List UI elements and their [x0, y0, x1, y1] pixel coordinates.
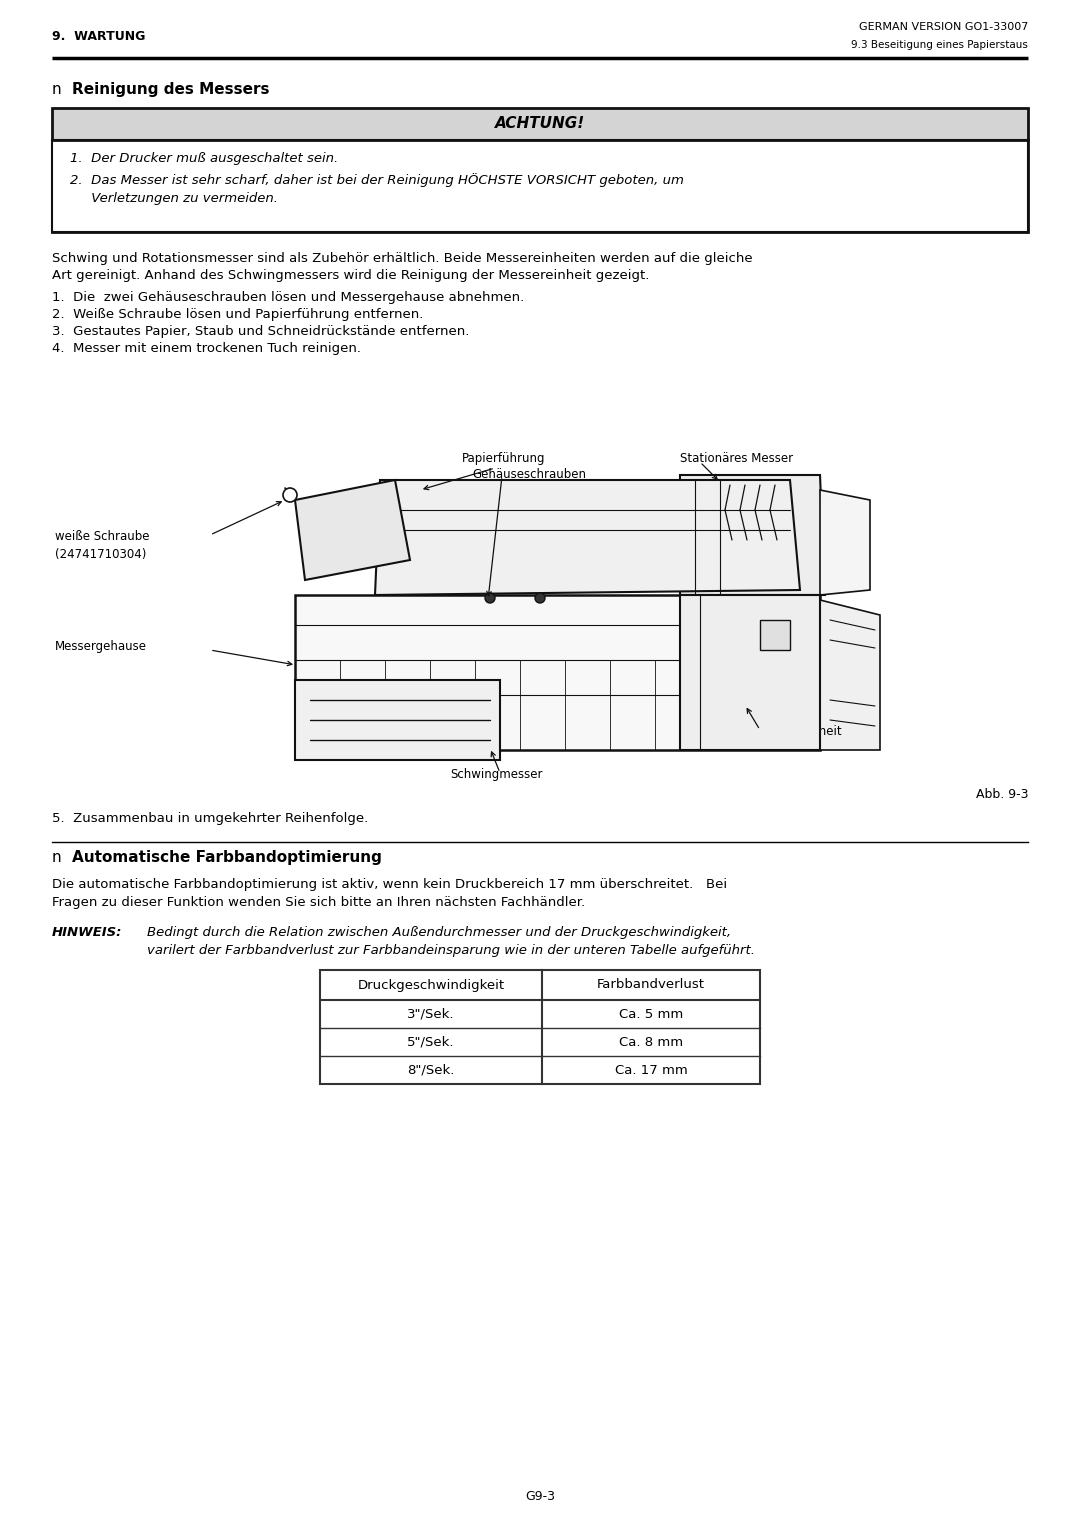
Bar [52, 108, 1028, 232]
Text: Verletzungen zu vermeiden.: Verletzungen zu vermeiden. [70, 192, 278, 204]
Text: 5.  Zusammenbau in umgekehrter Reihenfolge.: 5. Zusammenbau in umgekehrter Reihenfolg… [52, 811, 368, 825]
Text: 1.  Die  zwei Gehäuseschrauben lösen und Messergehause abnehmen.: 1. Die zwei Gehäuseschrauben lösen und M… [52, 291, 524, 303]
Polygon shape [820, 490, 870, 595]
Text: ACHTUNG!: ACHTUNG! [495, 116, 585, 131]
Polygon shape [295, 680, 500, 759]
Bar [320, 970, 760, 1084]
Text: Schwingmesser: Schwingmesser [450, 769, 542, 781]
Polygon shape [295, 480, 410, 580]
Text: Reinigung des Messers: Reinigung des Messers [72, 82, 270, 98]
Text: 4.  Messer mit einem trockenen Tuch reinigen.: 4. Messer mit einem trockenen Tuch reini… [52, 342, 361, 355]
Text: G9-3: G9-3 [525, 1490, 555, 1504]
Text: Schwing und Rotationsmesser sind als Zubehör erhältlich. Beide Messereinheiten w: Schwing und Rotationsmesser sind als Zub… [52, 252, 753, 265]
Text: 9.  WARTUNG: 9. WARTUNG [52, 30, 146, 43]
Text: n: n [52, 82, 62, 98]
Text: 2.  Das Messer ist sehr scharf, daher ist bei der Reinigung HÖCHSTE VORSICHT geb: 2. Das Messer ist sehr scharf, daher ist… [70, 172, 684, 188]
Polygon shape [680, 474, 825, 595]
Text: Ca. 17 mm: Ca. 17 mm [615, 1063, 687, 1077]
Text: Abb. 9-3: Abb. 9-3 [975, 788, 1028, 801]
Text: 2.  Weiße Schraube lösen und Papierführung entfernen.: 2. Weiße Schraube lösen und Papierführun… [52, 308, 423, 320]
Polygon shape [760, 621, 789, 650]
Text: (24741710304): (24741710304) [55, 547, 147, 561]
Circle shape [283, 488, 297, 502]
Text: Ca. 5 mm: Ca. 5 mm [619, 1008, 684, 1020]
Text: n: n [52, 849, 62, 865]
Polygon shape [375, 480, 800, 595]
Text: Fragen zu dieser Funktion wenden Sie sich bitte an Ihren nächsten Fachhändler.: Fragen zu dieser Funktion wenden Sie sic… [52, 897, 585, 909]
Text: 9.3 Beseitigung eines Papierstaus: 9.3 Beseitigung eines Papierstaus [851, 40, 1028, 50]
Polygon shape [820, 599, 880, 750]
Text: Papierführung: Papierführung [462, 451, 545, 465]
Text: Messergehause: Messergehause [55, 640, 147, 653]
Polygon shape [295, 595, 820, 750]
Text: 1.  Der Drucker muß ausgeschaltet sein.: 1. Der Drucker muß ausgeschaltet sein. [70, 152, 338, 165]
Text: 3.  Gestautes Papier, Staub und Schneidrückstände entfernen.: 3. Gestautes Papier, Staub und Schneidrü… [52, 325, 470, 339]
Text: 8"/Sek.: 8"/Sek. [407, 1063, 455, 1077]
Text: Bedingt durch die Relation zwischen Außendurchmesser und der Druckgeschwindigkei: Bedingt durch die Relation zwischen Auße… [147, 926, 731, 939]
Text: Automatische Farbbandoptimierung: Automatische Farbbandoptimierung [72, 849, 382, 865]
Text: 5"/Sek.: 5"/Sek. [407, 1035, 455, 1049]
Text: weiße Schraube: weiße Schraube [55, 531, 149, 543]
Circle shape [485, 593, 495, 602]
Text: Die automatische Farbbandoptimierung ist aktiv, wenn kein Druckbereich 17 mm übe: Die automatische Farbbandoptimierung ist… [52, 878, 727, 891]
Bar [52, 140, 1028, 232]
Text: Messereinheit: Messereinheit [760, 724, 842, 738]
Text: 3"/Sek.: 3"/Sek. [407, 1008, 455, 1020]
Text: Stationäres Messer: Stationäres Messer [680, 451, 793, 465]
Text: GERMAN VERSION GO1-33007: GERMAN VERSION GO1-33007 [859, 21, 1028, 32]
Text: Druckgeschwindigkeit: Druckgeschwindigkeit [357, 979, 504, 991]
Polygon shape [680, 595, 820, 750]
Text: Farbbandverlust: Farbbandverlust [597, 979, 705, 991]
Circle shape [535, 593, 545, 602]
Text: Gehäuseschrauben: Gehäuseschrauben [472, 468, 586, 480]
Text: HINWEIS:: HINWEIS: [52, 926, 122, 939]
Text: varilert der Farbbandverlust zur Farbbandeinsparung wie in der unteren Tabelle a: varilert der Farbbandverlust zur Farbban… [147, 944, 755, 958]
Text: Ca. 8 mm: Ca. 8 mm [619, 1035, 683, 1049]
Text: Art gereinigt. Anhand des Schwingmessers wird die Reinigung der Messereinheit ge: Art gereinigt. Anhand des Schwingmessers… [52, 268, 649, 282]
